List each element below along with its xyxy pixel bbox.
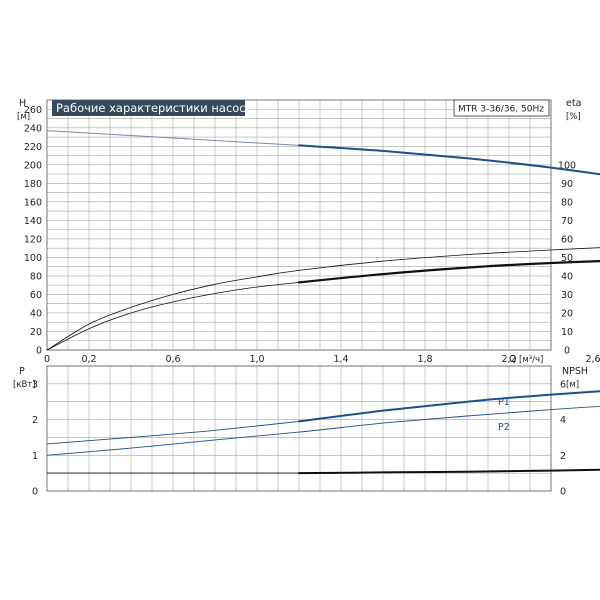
y-right-tick: 40 bbox=[561, 271, 573, 282]
y-left-tick: 220 bbox=[24, 142, 42, 153]
y-left-label-bottom: P bbox=[19, 366, 25, 377]
npsh-tick: 4 bbox=[560, 415, 566, 426]
top-curve-3 bbox=[46, 282, 300, 351]
x-axis-label: Q bbox=[509, 354, 516, 365]
y-right-tick: 70 bbox=[561, 216, 573, 227]
series-label-p1: P1 bbox=[498, 397, 510, 408]
y-right-tick: 90 bbox=[561, 179, 573, 190]
bottom-curve-1 bbox=[298, 390, 600, 423]
y-left-tick: 100 bbox=[24, 253, 42, 264]
p-tick: 1 bbox=[32, 451, 38, 462]
y-right-tick: 0 bbox=[564, 346, 570, 357]
y-right-label-bottom: NPSH bbox=[562, 366, 588, 377]
x-axis-unit: [м³/ч] bbox=[519, 355, 543, 365]
x-tick: 1,4 bbox=[333, 354, 348, 365]
bottom-curve-0 bbox=[46, 420, 300, 445]
x-tick: 1,0 bbox=[249, 354, 264, 365]
y-left-tick: 0 bbox=[36, 346, 42, 357]
y-left-tick: 80 bbox=[30, 271, 42, 282]
y-right-label-top: eta bbox=[566, 98, 581, 109]
y-left-tick: 40 bbox=[30, 308, 42, 319]
x-tick: 0,6 bbox=[165, 354, 180, 365]
chart-title: Рабочие характеристики насоса bbox=[56, 101, 253, 115]
tick-labels: 0204060801001201401601802002202402600102… bbox=[24, 105, 600, 498]
y-left-tick: 60 bbox=[30, 290, 42, 301]
top-grid bbox=[47, 100, 551, 350]
x-tick: 2,2 bbox=[501, 354, 516, 365]
y-right-unit-bottom: [м] bbox=[566, 380, 579, 390]
top-curve-2 bbox=[46, 247, 600, 351]
y-right-tick: 10 bbox=[561, 327, 573, 338]
top-curve-0 bbox=[46, 130, 300, 146]
p-tick: 2 bbox=[32, 415, 38, 426]
y-right-tick: 80 bbox=[561, 197, 573, 208]
bottom-curve-2 bbox=[46, 406, 600, 456]
y-right-tick: 20 bbox=[561, 308, 573, 319]
bottom-plot-frame bbox=[46, 365, 552, 492]
p-tick: 3 bbox=[32, 379, 38, 390]
model-box bbox=[453, 99, 550, 117]
npsh-tick: 6 bbox=[560, 379, 566, 390]
y-left-tick: 240 bbox=[24, 123, 42, 134]
x-tick: 0 bbox=[44, 354, 50, 365]
y-right-tick: 50 bbox=[561, 253, 573, 264]
y-left-tick: 20 bbox=[30, 327, 42, 338]
y-left-tick: 200 bbox=[24, 160, 42, 171]
y-left-tick: 180 bbox=[24, 179, 42, 190]
y-left-label-top: H bbox=[19, 98, 26, 109]
y-right-tick: 30 bbox=[561, 290, 573, 301]
npsh-tick: 2 bbox=[560, 451, 566, 462]
y-left-tick: 260 bbox=[24, 105, 42, 116]
top-curve-4 bbox=[297, 260, 600, 284]
y-left-tick: 140 bbox=[24, 216, 42, 227]
y-right-unit-top: [%] bbox=[566, 112, 581, 122]
y-left-unit-top: [м] bbox=[17, 112, 30, 122]
series-label-p2: P2 bbox=[498, 422, 510, 433]
top-plot-frame bbox=[46, 99, 552, 351]
top-curve-1 bbox=[298, 144, 600, 176]
curves bbox=[46, 130, 600, 475]
x-tick: 1,8 bbox=[417, 354, 432, 365]
x-tick: 2,6 bbox=[585, 354, 600, 365]
y-left-tick: 120 bbox=[24, 234, 42, 245]
bottom-curve-4 bbox=[298, 468, 600, 475]
y-left-unit-bottom: [кВт] bbox=[13, 380, 36, 390]
x-tick: 0,2 bbox=[81, 354, 96, 365]
y-right-tick: 60 bbox=[561, 234, 573, 245]
y-left-tick: 160 bbox=[24, 197, 42, 208]
npsh-tick: 0 bbox=[560, 487, 566, 498]
title-bar bbox=[52, 100, 245, 116]
y-right-tick: 100 bbox=[558, 160, 576, 171]
p-tick: 0 bbox=[32, 487, 38, 498]
model-label: MTR 3-36/36, 50Hz bbox=[458, 105, 544, 115]
